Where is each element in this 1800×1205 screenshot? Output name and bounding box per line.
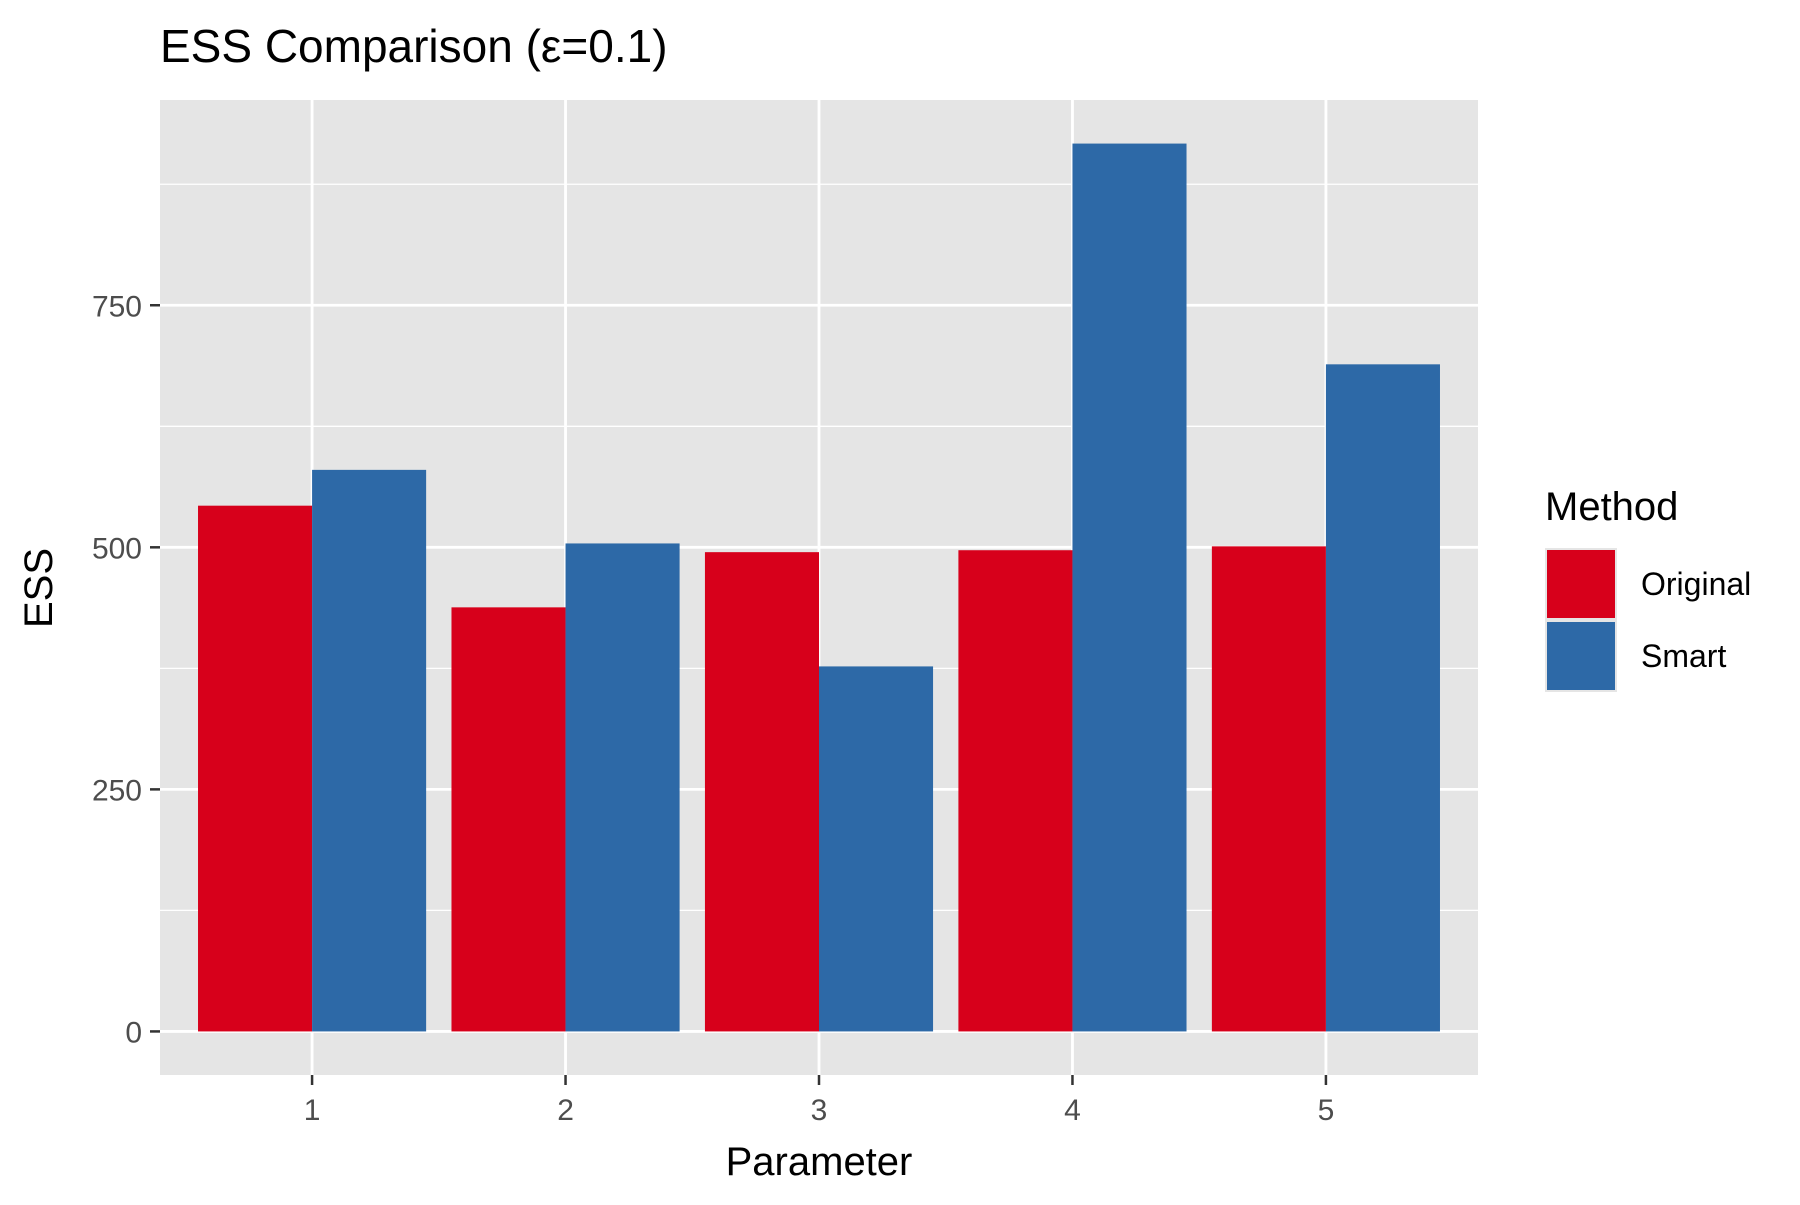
y-axis: 0 250 500 750	[92, 290, 160, 1049]
bar-smart-5	[1325, 364, 1440, 1032]
x-axis: 1 2 3 4 5	[304, 1075, 1335, 1127]
bar-original-2	[451, 607, 566, 1032]
bars	[198, 143, 1440, 1032]
bar-smart-2	[565, 543, 680, 1032]
legend: Method Original Smart	[1545, 485, 1751, 692]
y-tick-label-3: 750	[92, 290, 142, 323]
bar-original-4	[958, 550, 1073, 1032]
bar-original-5	[1211, 546, 1326, 1032]
bar-smart-3	[819, 666, 934, 1032]
x-tick-label-1: 2	[557, 1094, 574, 1127]
legend-swatch-original	[1547, 550, 1615, 618]
legend-items: Original Smart	[1545, 548, 1751, 692]
x-tick-label-4: 5	[1318, 1094, 1335, 1127]
x-tick-label-0: 1	[304, 1094, 321, 1127]
bar-smart-4	[1072, 143, 1187, 1032]
x-tick-label-2: 3	[811, 1094, 828, 1127]
bar-original-3	[704, 552, 819, 1032]
y-tick-label-0: 0	[125, 1016, 142, 1049]
y-tick-label-2: 500	[92, 532, 142, 565]
legend-label-smart: Smart	[1641, 638, 1726, 674]
x-axis-title: Parameter	[726, 1140, 913, 1184]
y-tick-label-1: 250	[92, 774, 142, 807]
legend-label-original: Original	[1641, 566, 1751, 602]
legend-swatch-smart	[1547, 622, 1615, 690]
chart-title: ESS Comparison (ε=0.1)	[160, 20, 668, 72]
bar-smart-1	[312, 469, 427, 1032]
bar-original-1	[198, 505, 313, 1032]
y-axis-title: ESS	[17, 548, 61, 628]
legend-title: Method	[1545, 485, 1678, 529]
x-tick-label-3: 4	[1064, 1094, 1081, 1127]
